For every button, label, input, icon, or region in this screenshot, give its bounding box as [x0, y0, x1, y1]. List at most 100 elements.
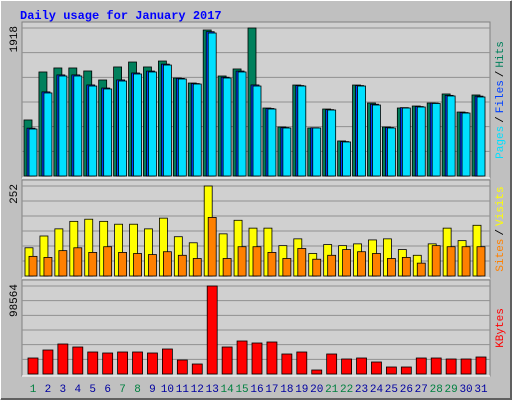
x-tick-label: 19 [295, 384, 308, 396]
x-tick-label: 22 [340, 384, 353, 396]
bar [371, 361, 382, 375]
legend-separator: / [495, 71, 507, 78]
legend-entry: Hits [495, 41, 507, 67]
x-tick-label: 6 [104, 384, 111, 396]
legend: KBytes [495, 308, 507, 348]
x-tick-label: 21 [325, 384, 339, 396]
bar [312, 258, 322, 277]
x-tick-label: 8 [134, 384, 141, 396]
bar [27, 357, 39, 375]
bar [476, 246, 486, 277]
x-tick-label: 7 [119, 384, 126, 396]
bar [401, 257, 411, 277]
x-tick-label: 3 [60, 384, 67, 396]
bar [446, 246, 456, 277]
bar [252, 85, 262, 177]
bar [28, 255, 38, 277]
bar [177, 254, 187, 277]
bar [118, 80, 127, 177]
legend: Pages / Files / Hits [495, 41, 507, 159]
bar [207, 32, 217, 177]
bar [87, 351, 99, 375]
bar [341, 358, 353, 375]
x-tick-label: 30 [459, 384, 472, 396]
x-tick-label: 23 [355, 384, 368, 396]
bar [88, 252, 98, 277]
bar [236, 340, 248, 375]
bar [73, 247, 83, 277]
bar [372, 253, 381, 277]
bar [297, 248, 307, 277]
bar [221, 346, 233, 375]
bar [43, 257, 53, 277]
x-tick-label: 4 [74, 384, 81, 396]
bar [147, 352, 158, 375]
bar [342, 249, 352, 277]
bar [133, 73, 142, 177]
bar [327, 254, 337, 277]
bar [207, 217, 217, 277]
bar [282, 127, 292, 177]
x-tick-label: 25 [385, 384, 398, 396]
bar [28, 128, 38, 177]
bar [415, 357, 427, 375]
x-tick-label: 5 [89, 384, 96, 396]
x-tick-label: 29 [445, 384, 458, 396]
bar [461, 112, 471, 177]
bar [72, 346, 84, 375]
bar [460, 358, 472, 375]
bar [192, 83, 202, 177]
bar [281, 353, 293, 375]
bar [118, 252, 127, 277]
bar [161, 348, 173, 375]
bar [431, 245, 441, 277]
bar [251, 342, 263, 375]
bar [282, 258, 292, 277]
legend-entry: Pages [495, 126, 507, 159]
bar [132, 351, 143, 375]
bar [476, 96, 486, 177]
bar [461, 246, 471, 277]
x-tick-label: 20 [310, 384, 323, 396]
bar [73, 75, 83, 177]
bar [372, 104, 381, 177]
bar [416, 262, 426, 277]
legend: Sites / Visits [495, 186, 507, 271]
x-tick-label: 28 [430, 384, 443, 396]
x-tick-label: 26 [400, 384, 413, 396]
bar [162, 64, 172, 177]
bar [162, 251, 172, 277]
legend-entry: Visits [495, 186, 507, 226]
bar [117, 351, 128, 375]
bar [266, 341, 278, 375]
bar [327, 109, 337, 177]
bar [416, 106, 426, 177]
bar [386, 258, 396, 277]
bar [222, 258, 232, 277]
bar [237, 71, 247, 177]
bar [267, 252, 277, 277]
y-tick-label: 98564 [9, 284, 21, 317]
bar [237, 246, 247, 277]
bar [267, 108, 277, 177]
x-tick-label: 16 [250, 384, 263, 396]
x-tick-label: 13 [206, 384, 219, 396]
x-tick-label: 1 [30, 384, 37, 396]
bar [357, 251, 366, 277]
bar [103, 246, 113, 277]
bar [357, 85, 366, 177]
legend-entry: Sites [495, 239, 507, 272]
x-tick-label: 2 [45, 384, 52, 396]
bar [311, 369, 323, 375]
bar [342, 141, 352, 177]
x-tick-label: 18 [280, 384, 293, 396]
legend-separator: / [495, 116, 507, 123]
bar [57, 343, 69, 375]
bar [222, 77, 232, 177]
x-tick-label: 31 [474, 384, 488, 396]
bar [326, 353, 338, 375]
x-tick-label: 27 [415, 384, 428, 396]
bar [356, 357, 367, 375]
bar [296, 351, 308, 375]
